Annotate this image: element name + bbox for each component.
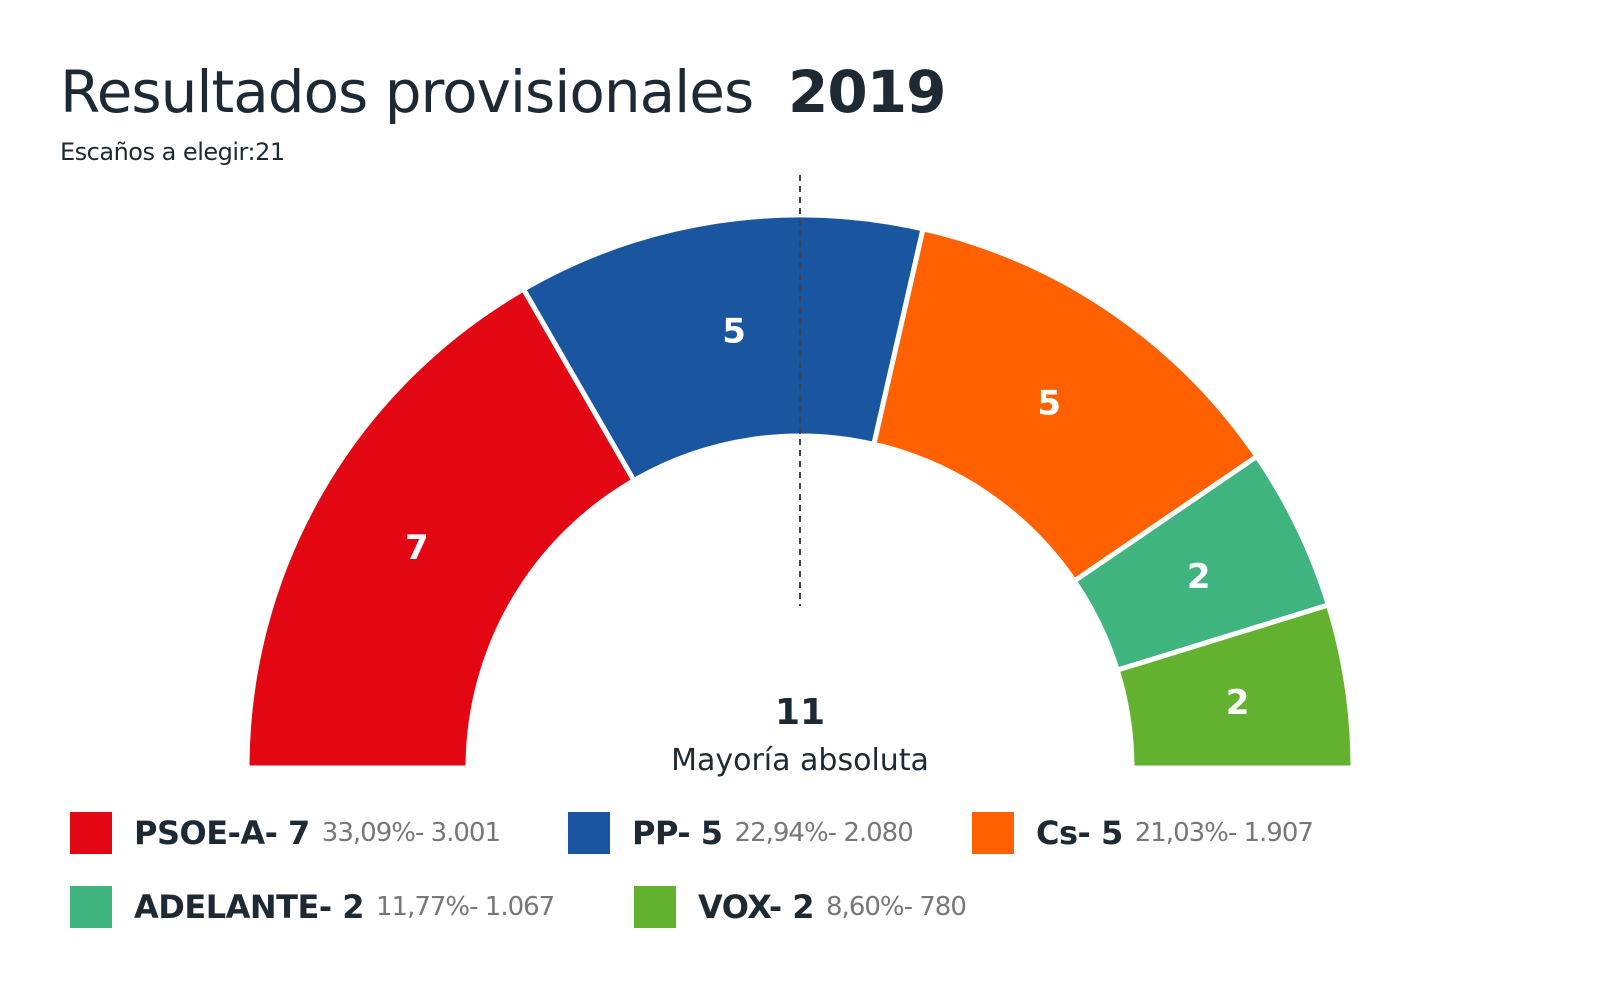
legend-name: VOX- 2 (698, 888, 815, 926)
legend-swatch (70, 886, 112, 928)
legend-item-cs: Cs- 5 21,03%- 1.907 (972, 812, 1314, 854)
legend-name: ADELANTE- 2 (134, 888, 365, 926)
segment-pp (520, 212, 927, 484)
chart-title: Resultados provisionales 2019 (60, 58, 946, 126)
legend-name: PP- 5 (632, 814, 723, 852)
legend-item-vox: VOX- 2 8,60%- 780 (634, 886, 967, 928)
chart-subtitle: Escaños a elegir:21 (60, 138, 285, 166)
legend-swatch (634, 886, 676, 928)
legend-stats: 22,94%- 2.080 (734, 818, 914, 848)
segment-vox (1114, 601, 1356, 771)
legend-name: PSOE-A- 7 (134, 814, 310, 852)
segment-label-pp: 5 (722, 311, 746, 351)
legend-stats: 33,09%- 3.001 (321, 818, 501, 848)
segment-label-adelante: 2 (1187, 557, 1211, 597)
segment-label-psoe-a: 7 (405, 528, 429, 568)
segment-label-cs: 5 (1037, 383, 1061, 423)
legend-swatch (972, 812, 1014, 854)
title-text: Resultados provisionales (60, 58, 754, 126)
legend-name: Cs- 5 (1036, 814, 1123, 852)
legend-item-adelante: ADELANTE- 2 11,77%- 1.067 (70, 886, 555, 928)
majority-label: Mayoría absoluta (671, 743, 929, 778)
majority-value: 11 (775, 692, 825, 733)
title-year: 2019 (788, 58, 946, 126)
legend-stats: 21,03%- 1.907 (1134, 818, 1314, 848)
legend-item-psoe-a: PSOE-A- 7 33,09%- 3.001 (70, 812, 501, 854)
segment-cs (870, 225, 1261, 585)
legend-stats: 8,60%- 780 (826, 892, 967, 922)
legend-swatch (70, 812, 112, 854)
legend-swatch (568, 812, 610, 854)
legend-stats: 11,77%- 1.067 (376, 892, 555, 922)
legend-item-pp: PP- 5 22,94%- 2.080 (568, 812, 914, 854)
segment-label-vox: 2 (1226, 683, 1250, 723)
segment-psoe-a (244, 285, 638, 771)
